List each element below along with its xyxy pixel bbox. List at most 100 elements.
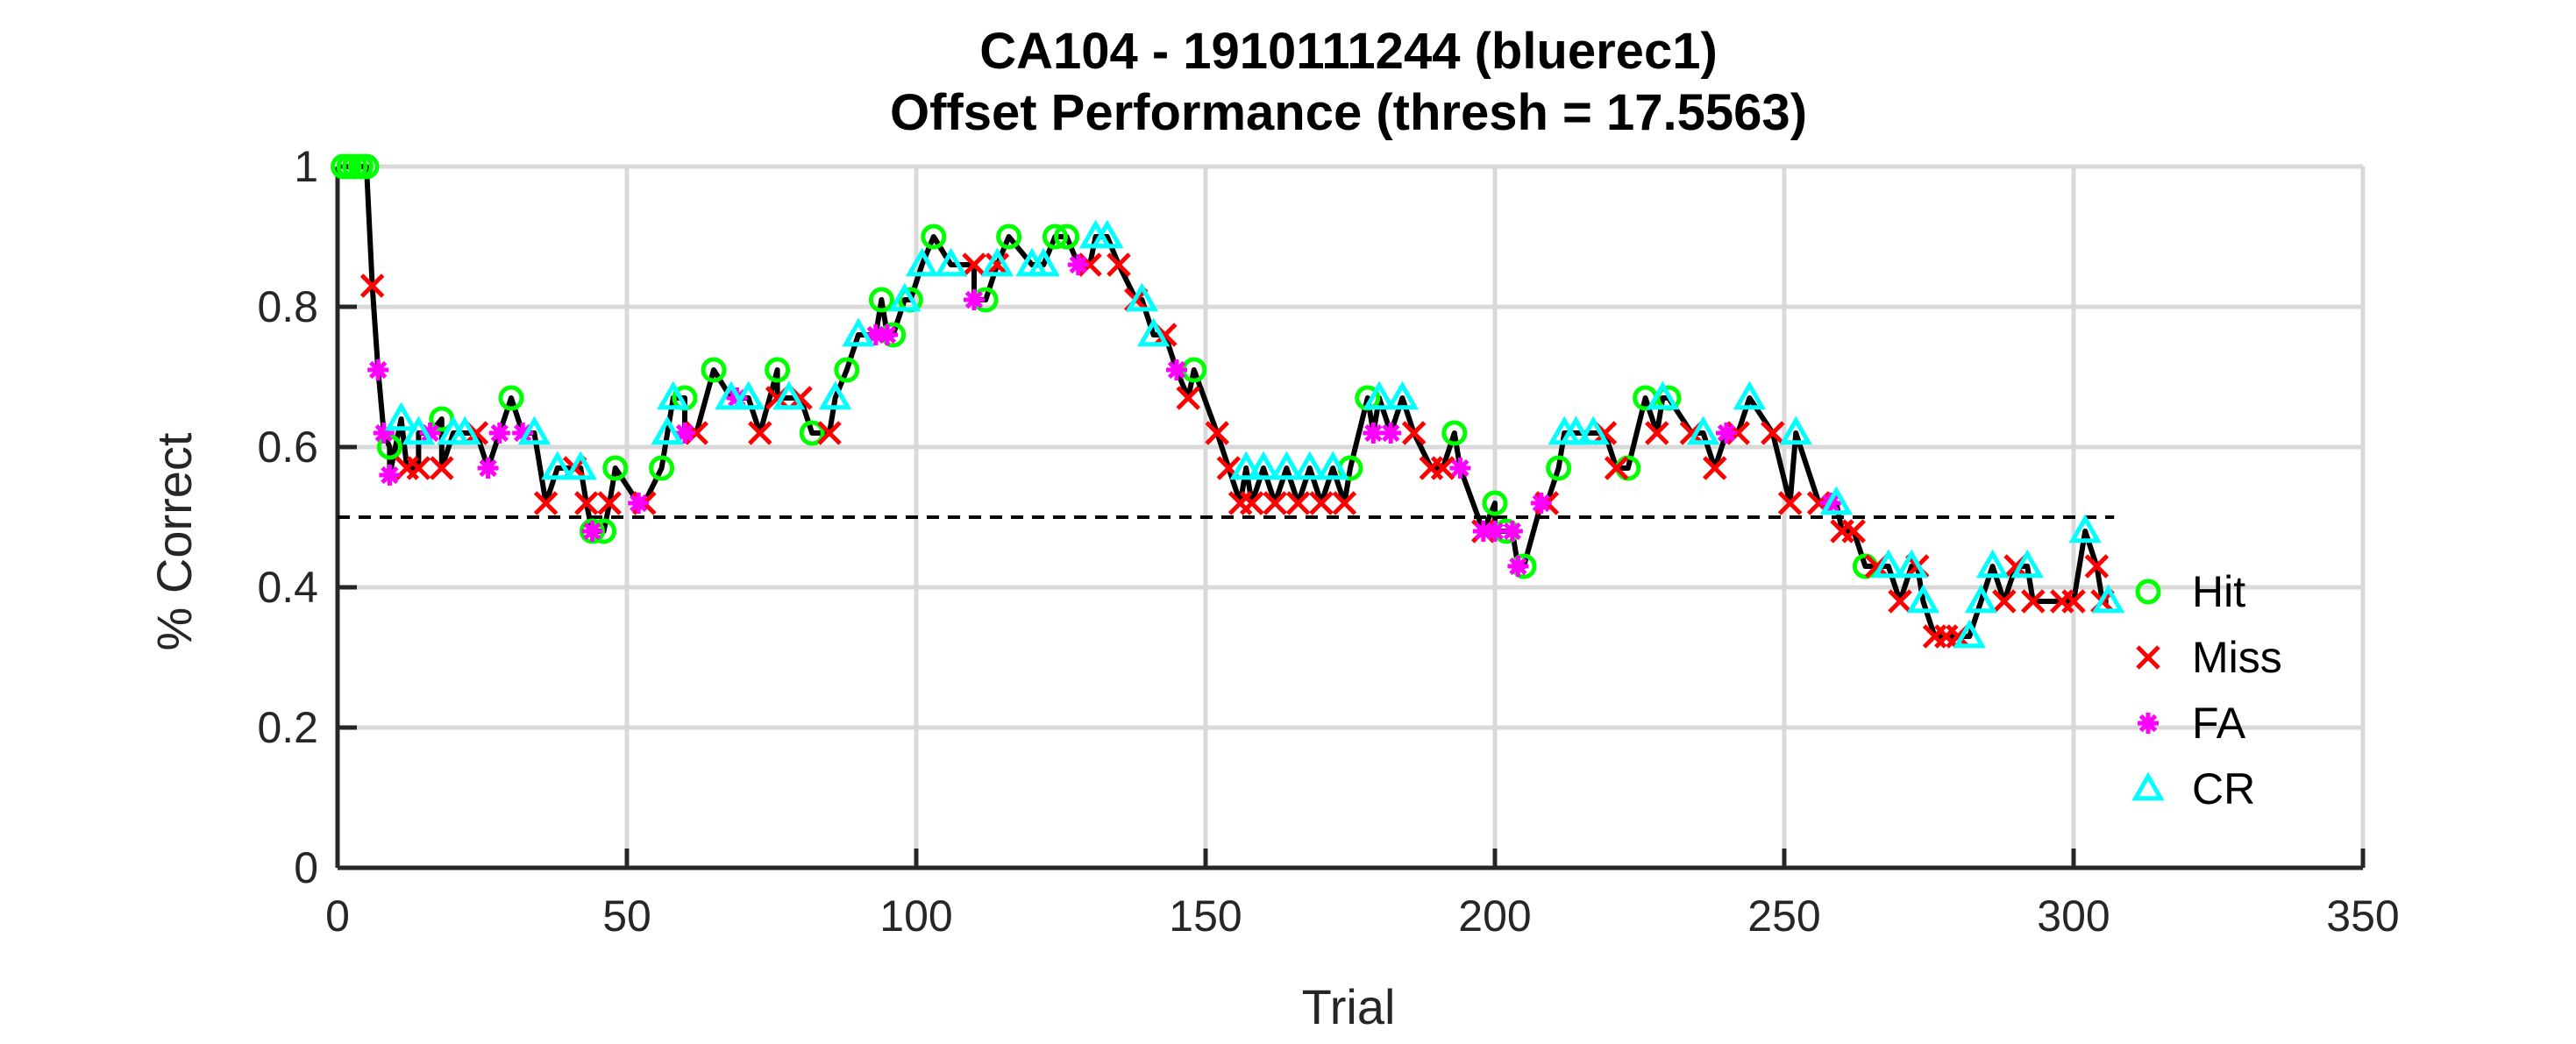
hit-marker: [353, 153, 380, 180]
cr-marker: [448, 415, 481, 445]
y-tick-label: 0.8: [257, 282, 318, 331]
x-tick-label: 350: [2326, 891, 2399, 941]
legend-marker-hit: [2135, 579, 2161, 605]
y-tick-label: 1: [294, 142, 318, 191]
cr-marker: [1576, 415, 1610, 445]
fa-marker: [1501, 521, 1523, 542]
hit-marker: [1482, 490, 1508, 516]
y-tick-label: 0.4: [257, 563, 318, 612]
x-tick-label: 150: [1169, 891, 1242, 941]
data-markers: [331, 153, 2125, 649]
legend-marker-fa: [2138, 713, 2159, 734]
miss-marker: [1263, 491, 1287, 515]
fa-marker: [628, 493, 650, 514]
miss-marker: [1992, 589, 2017, 614]
miss-marker: [817, 421, 842, 445]
fa-marker: [477, 458, 499, 479]
cr-marker: [888, 282, 922, 312]
hit-marker: [1441, 420, 1468, 446]
fa-marker: [1449, 458, 1471, 479]
miss-marker: [1703, 456, 1727, 480]
miss-marker: [985, 252, 1010, 277]
hit-marker: [765, 357, 791, 383]
cr-marker: [1819, 486, 1854, 515]
miss-marker: [1604, 456, 1629, 480]
cr-marker: [1293, 451, 1327, 480]
miss-marker: [597, 491, 622, 515]
cr-marker: [517, 415, 551, 445]
miss-marker: [1841, 519, 1866, 543]
cr-marker: [772, 380, 806, 410]
hit-marker: [921, 224, 947, 250]
tick-labels: 0 50 100 150 200 250 300 350 0 0.2 0.4 0.6 0.8 1: [257, 142, 2399, 941]
miss-marker: [1285, 491, 1311, 515]
fa-marker: [877, 324, 898, 345]
cr-marker: [1136, 317, 1171, 347]
x-tick-label: 0: [325, 891, 350, 941]
miss-marker: [1888, 589, 1912, 614]
fa-marker: [1507, 556, 1529, 577]
cr-marker: [384, 401, 418, 431]
cr-marker: [842, 317, 875, 347]
legend-marker-cr: [2131, 771, 2165, 801]
legend-label: CR: [2192, 764, 2255, 813]
miss-marker: [533, 491, 559, 515]
cr-marker: [1779, 415, 1812, 445]
miss-marker: [962, 252, 986, 277]
miss-marker: [2084, 554, 2110, 579]
miss-marker: [1777, 491, 1803, 515]
series-cr: [384, 219, 2125, 649]
legend-marker-miss: [2136, 645, 2160, 670]
miss-marker: [1107, 252, 1131, 277]
fa-marker: [581, 521, 603, 542]
legend-item-hit: Hit: [2135, 567, 2245, 616]
y-tick-label: 0: [294, 843, 318, 892]
cr-marker: [1975, 549, 2010, 579]
cr-marker: [1247, 451, 1280, 480]
miss-marker: [1430, 456, 1455, 480]
miss-marker: [748, 421, 772, 445]
x-tick-label: 200: [1458, 891, 1531, 941]
cr-marker: [1091, 219, 1124, 249]
miss-marker: [1176, 386, 1200, 410]
x-tick-label: 100: [879, 891, 952, 941]
cr-marker: [1229, 451, 1263, 480]
cr-marker: [651, 415, 684, 445]
legend-item-fa: FA: [2138, 699, 2246, 748]
hit-marker: [868, 287, 894, 313]
hit-marker: [996, 224, 1022, 250]
cr-marker: [1646, 380, 1680, 410]
series-fa: [367, 254, 1841, 577]
hit-marker: [834, 357, 860, 383]
hit-marker: [602, 455, 629, 481]
cr-marker: [1385, 380, 1420, 410]
cr-marker: [1872, 549, 1905, 579]
y-axis-label: % Correct: [146, 432, 202, 650]
legend-item-cr: CR: [2131, 764, 2255, 813]
hit-marker: [701, 357, 727, 383]
y-tick-label: 0.6: [257, 423, 318, 472]
miss-marker: [1401, 421, 1427, 445]
legend: Hit Miss FA CR: [2131, 567, 2282, 813]
fa-marker: [1166, 359, 1187, 380]
cr-marker: [1964, 584, 1998, 614]
hit-marker: [1042, 224, 1068, 250]
hit-marker: [1054, 224, 1080, 250]
fa-marker: [1530, 493, 1552, 514]
fa-marker: [1067, 254, 1089, 275]
x-tick-label: 300: [2037, 891, 2110, 941]
miss-marker: [574, 491, 599, 515]
chart-title: CA104 - 1910111244 (bluerec1): [979, 23, 1718, 80]
hit-marker: [1546, 455, 1572, 481]
fa-marker: [1716, 423, 1737, 444]
cr-marker: [1906, 584, 1940, 614]
miss-marker: [1205, 421, 1229, 445]
cr-marker: [1733, 380, 1767, 410]
miss-marker: [1645, 421, 1669, 445]
miss-marker: [1309, 491, 1334, 515]
hit-marker: [498, 385, 524, 411]
cr-marker: [1270, 451, 1304, 480]
cr-marker: [1895, 549, 1928, 579]
